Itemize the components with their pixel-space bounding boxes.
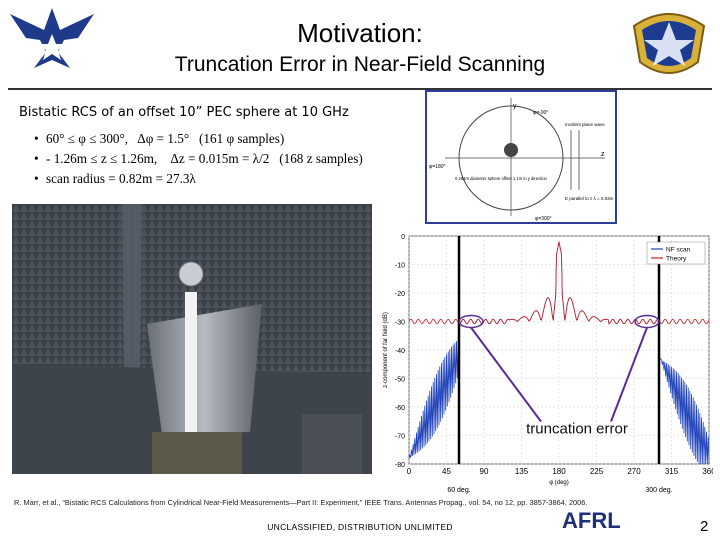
x-tick-label: 45 xyxy=(442,467,451,476)
annotation-arrow-right xyxy=(610,327,648,422)
bullet-item: 60° ≤ φ ≤ 300°, Δφ = 1.5° (161 φ samples… xyxy=(34,129,363,149)
x-tick-label: 315 xyxy=(665,467,679,476)
x-tick-label: 270 xyxy=(627,467,641,476)
measurement-geometry-diagram: y φ=-90° φ=180° φ=300° Incident plane wa… xyxy=(425,90,617,224)
marker-label-1: 300 deg. xyxy=(645,487,672,494)
annotation-label: truncation error xyxy=(526,421,628,438)
caption-text: Bistatic RCS of an offset 10” PEC sphere… xyxy=(19,105,349,120)
y-tick-label: -20 xyxy=(395,291,405,298)
diagram-e-label: E parallel to z λ = 0.03m xyxy=(565,196,614,201)
page-number: 2 xyxy=(700,518,709,535)
x-tick-label: 225 xyxy=(590,467,604,476)
reference-citation: R. Marr, et al., “Bistatic RCS Calculati… xyxy=(14,498,588,507)
diagram-phi-top-label: φ=-90° xyxy=(533,110,548,116)
diagram-phi-left-label: φ=180° xyxy=(429,164,446,170)
x-tick-label: 90 xyxy=(480,467,489,476)
annotation-arrow-left xyxy=(470,326,542,423)
diagram-y-label: y xyxy=(513,103,517,110)
x-tick-label: 360 xyxy=(702,467,713,476)
bullet-list: 60° ≤ φ ≤ 300°, Δφ = 1.5° (161 φ samples… xyxy=(34,129,363,189)
rcs-comparison-chart: 0 45 90 135 180 225 270 315 360 0 -10 -20 -30 -40 -50 -… xyxy=(383,234,713,494)
y-axis-label: z-component of far field (dB) xyxy=(383,312,389,388)
bullet-item: scan radius = 0.82m = 27.3λ xyxy=(34,169,363,189)
y-tick-label: -70 xyxy=(395,434,405,441)
diagram-phi-bottom-label: φ=300° xyxy=(535,216,552,222)
slide-title: Motivation: xyxy=(297,18,423,48)
y-tick-label: -30 xyxy=(395,320,405,327)
slide-subtitle: Truncation Error in Near-Field Scanning xyxy=(174,53,546,76)
y-tick-label: -40 xyxy=(395,348,405,355)
x-axis-label: φ (deg) xyxy=(549,480,569,486)
y-tick-label: -10 xyxy=(395,263,405,270)
y-tick-label: -50 xyxy=(395,377,405,384)
classification-footer: UNCLASSIFIED, DISTRIBUTION UNLIMITED xyxy=(267,522,453,532)
title-divider xyxy=(8,88,712,90)
x-tick-label: 135 xyxy=(515,467,529,476)
y-tick-label: -80 xyxy=(395,462,405,469)
legend-entry-1: Theory xyxy=(666,256,687,263)
afrl-logo: AFRL xyxy=(562,508,621,532)
x-tick-label: 180 xyxy=(552,467,566,476)
y-tick-label: 0 xyxy=(401,234,405,241)
wing-emblem-logo xyxy=(632,13,706,74)
diagram-z-label: z xyxy=(601,151,605,158)
afrl-logo-text: AFRL xyxy=(562,508,621,532)
diagram-incident-label: Incident plane wave xyxy=(565,122,605,127)
marker-label-0: 60 deg. xyxy=(447,487,470,494)
x-tick-label: 0 xyxy=(407,467,412,476)
anechoic-chamber-photo xyxy=(12,204,372,474)
y-tick-label: -60 xyxy=(395,405,405,412)
diagram-sphere-label: 0.254m diameter sphere offset 1.1m in y … xyxy=(455,176,548,181)
legend-entry-0: NF scan xyxy=(666,247,691,254)
bullet-item: - 1.26m ≤ z ≤ 1.26m, Δz = 0.015m = λ/2 (… xyxy=(34,149,363,169)
air-force-logo xyxy=(10,8,94,68)
